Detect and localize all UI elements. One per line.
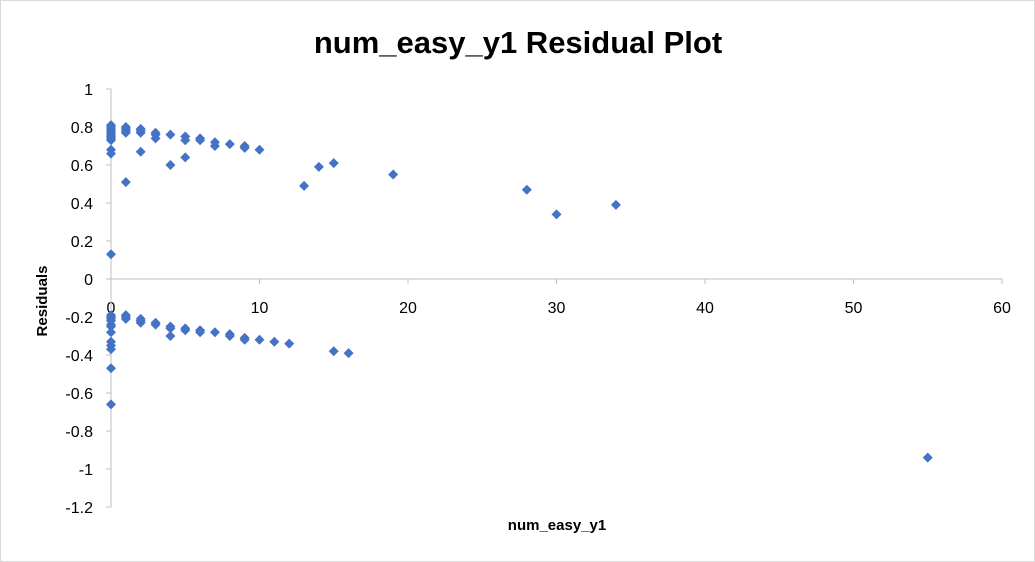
- x-tick-label: 60: [993, 300, 1011, 317]
- y-tick-label: -0.6: [65, 386, 93, 403]
- data-point: [135, 127, 146, 138]
- data-point: [120, 177, 131, 188]
- data-point: [224, 139, 235, 150]
- x-tick-label: 30: [548, 300, 566, 317]
- data-point: [224, 331, 235, 341]
- data-point: [180, 152, 191, 163]
- data-point: [106, 327, 116, 338]
- data-point: [610, 199, 621, 210]
- data-point: [284, 338, 295, 349]
- data-point: [209, 327, 220, 338]
- data-point: [180, 135, 191, 146]
- y-tick-label: 0.4: [71, 196, 93, 213]
- y-tick-label: -1: [79, 462, 93, 479]
- y-tick-label: 0: [84, 272, 93, 289]
- y-axis-label: Residuals: [34, 266, 51, 337]
- data-point: [922, 452, 933, 463]
- data-point: [165, 323, 176, 334]
- data-point: [254, 334, 265, 345]
- y-tick-label: 1: [84, 82, 93, 99]
- data-point: [150, 319, 161, 330]
- data-point: [106, 321, 116, 332]
- data-point: [180, 325, 191, 336]
- chart-title: num_easy_y1 Residual Plot: [314, 25, 722, 60]
- y-tick-label: 0.2: [71, 234, 93, 251]
- data-point: [106, 249, 116, 260]
- x-tick-label: 40: [696, 300, 714, 317]
- data-point: [328, 346, 339, 357]
- data-point: [120, 313, 131, 324]
- data-point: [195, 135, 206, 146]
- y-tick-label: -0.4: [65, 348, 93, 365]
- y-tick-label: 0.8: [71, 120, 93, 137]
- y-tick-label: -1.2: [65, 500, 93, 517]
- data-point: [269, 336, 280, 347]
- x-axis-label: num_easy_y1: [508, 517, 606, 534]
- data-point: [135, 146, 146, 157]
- y-axis-ticks: 1 0.8 0.6 0.4 0.2 0 -0.2 -0.4 -0.6 -0.8 -1 -1.2: [65, 82, 111, 517]
- data-point: [165, 160, 176, 170]
- data-point: [254, 144, 265, 155]
- x-tick-label: 20: [399, 300, 417, 317]
- data-point: [150, 133, 161, 144]
- data-point: [388, 169, 399, 180]
- data-point: [343, 348, 354, 359]
- data-point: [328, 158, 339, 169]
- data-point: [165, 331, 176, 341]
- y-tick-label: -0.8: [65, 424, 93, 441]
- data-point: [120, 127, 131, 138]
- x-axis-ticks: 0 10 20 30 40 50 60: [107, 279, 1011, 317]
- data-point: [135, 317, 146, 328]
- data-point: [209, 141, 220, 151]
- data-point: [313, 161, 324, 172]
- data-point: [106, 135, 116, 146]
- x-tick-label: 10: [251, 300, 269, 317]
- data-point: [521, 184, 532, 195]
- data-point: [239, 334, 250, 345]
- x-tick-label: 50: [845, 300, 863, 317]
- data-point: [106, 148, 116, 159]
- data-point: [299, 180, 310, 191]
- data-point: [106, 363, 116, 374]
- data-point: [551, 209, 562, 220]
- y-tick-label: -0.2: [65, 310, 93, 327]
- data-point: [165, 129, 176, 140]
- data-point: [195, 327, 206, 338]
- data-point: [106, 344, 116, 355]
- data-point: [106, 399, 116, 410]
- data-points: [106, 120, 933, 463]
- data-point: [239, 142, 250, 153]
- y-tick-label: 0.6: [71, 158, 93, 175]
